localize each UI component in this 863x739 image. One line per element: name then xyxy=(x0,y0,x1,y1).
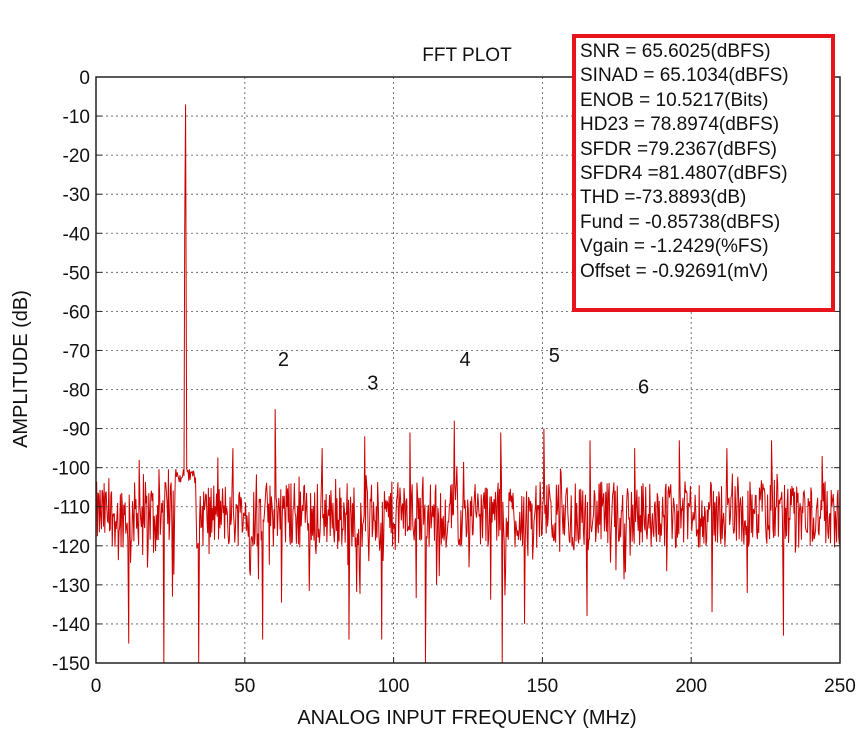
y-tick-label: -60 xyxy=(63,302,90,323)
y-tick-label: -130 xyxy=(52,576,90,597)
y-tick-label: -40 xyxy=(63,224,90,245)
y-tick-label: -80 xyxy=(63,381,90,402)
y-tick-label: -30 xyxy=(63,185,90,206)
chart-title: FFT PLOT xyxy=(422,45,512,66)
stat-line: Vgain = -1.2429(%FS) xyxy=(580,236,769,258)
stat-line: Fund = -0.85738(dBFS) xyxy=(580,211,781,233)
stat-line: HD23 = 78.8974(dBFS) xyxy=(580,114,780,136)
stat-line: SNR = 65.6025(dBFS) xyxy=(580,41,771,62)
harmonic-label: 3 xyxy=(367,373,378,395)
x-tick-label: 100 xyxy=(378,676,410,697)
y-tick-label: -50 xyxy=(63,263,90,284)
x-axis-label: ANALOG INPUT FREQUENCY (MHz) xyxy=(297,707,636,729)
harmonic-annotations: 2 3 4 5 6 xyxy=(278,345,649,398)
y-tick-label: -70 xyxy=(63,341,90,362)
stat-line: ENOB = 10.5217(Bits) xyxy=(580,89,769,111)
y-tick-label: -10 xyxy=(63,107,90,128)
plot-frame xyxy=(95,76,841,664)
y-tick-label: -140 xyxy=(52,615,90,636)
axis-ticks: 0 -10 -20 -30 -40 -50 -60 -70 -80 -90 -100 -110 -120… xyxy=(52,68,856,697)
x-tick-label: 200 xyxy=(675,676,707,697)
harmonic-label: 5 xyxy=(549,345,560,367)
y-tick-label: -110 xyxy=(53,498,90,519)
stat-line: SINAD = 65.1034(dBFS) xyxy=(580,65,789,87)
y-axis-label: AMPLITUDE (dB) xyxy=(10,290,32,448)
stats-box: SNR = 65.6025(dBFS) SINAD = 65.1034(dBFS)… xyxy=(572,34,835,312)
stat-line: SFDR4 =81.4807(dBFS) xyxy=(580,163,788,185)
x-tick-label: 50 xyxy=(234,676,255,697)
y-tick-label: 0 xyxy=(79,68,90,89)
y-tick-label: -20 xyxy=(63,146,90,167)
harmonic-label: 6 xyxy=(638,376,649,398)
stat-line: THD =-73.8893(dB) xyxy=(580,187,747,209)
stat-line: SFDR =79.2367(dBFS) xyxy=(580,138,777,160)
harmonic-label: 2 xyxy=(278,349,289,371)
harmonic-label: 4 xyxy=(459,349,470,371)
y-tick-label: -100 xyxy=(52,459,90,480)
y-tick-label: -90 xyxy=(63,420,90,441)
y-tick-label: -120 xyxy=(52,537,90,558)
spectrum-line xyxy=(95,104,841,664)
y-tick-label: -150 xyxy=(52,654,90,675)
fft-series xyxy=(95,104,841,664)
x-tick-label: 250 xyxy=(824,676,856,697)
x-tick-label: 150 xyxy=(527,676,559,697)
stat-line: Offset = -0.92691(mV) xyxy=(580,260,769,282)
x-tick-label: 0 xyxy=(91,676,102,697)
